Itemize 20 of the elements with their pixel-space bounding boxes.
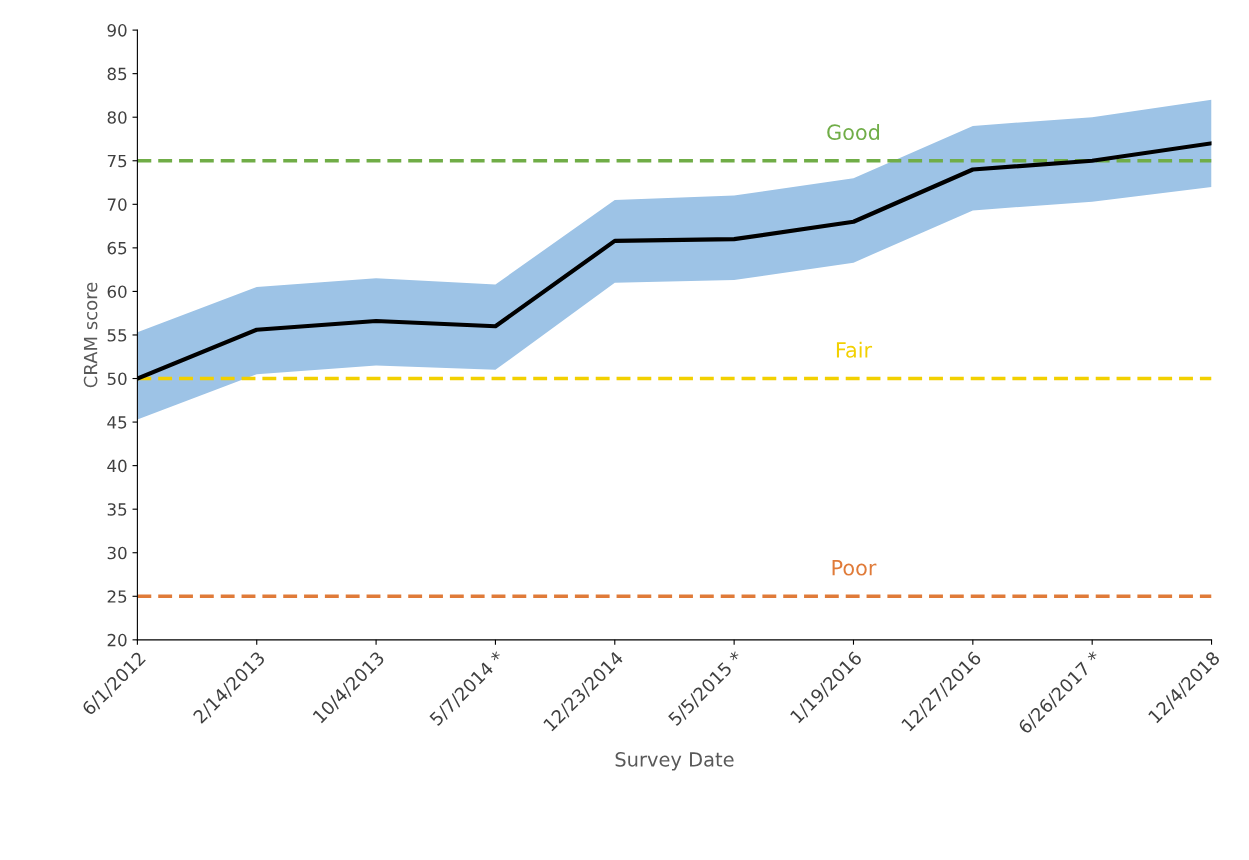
y-tick-label: 40 [107,459,127,473]
y-tick-label: 65 [107,241,127,255]
y-tick-label: 80 [107,111,127,124]
y-tick-label: 70 [107,198,127,211]
y-tick-label: 90 [107,24,127,37]
y-tick-label: 20 [107,633,127,647]
y-tick-label: 85 [107,67,127,81]
y-tick-label: 50 [107,372,127,386]
y-tick-label: 25 [107,590,127,603]
ref-line-label: Poor [832,560,877,576]
y-tick-label: 75 [107,154,127,168]
y-tick-label: 60 [107,285,127,298]
ref-line-label: Fair [836,341,873,358]
x-axis-title: Survey Date [615,752,734,771]
y-tick-label: 55 [107,329,127,342]
y-tick-label: 30 [107,546,127,560]
y-tick-label: 35 [107,503,127,516]
y-tick-label: 45 [107,416,127,429]
y-axis-title: CRAM score [83,282,98,388]
ref-line-label: Good [827,123,880,141]
